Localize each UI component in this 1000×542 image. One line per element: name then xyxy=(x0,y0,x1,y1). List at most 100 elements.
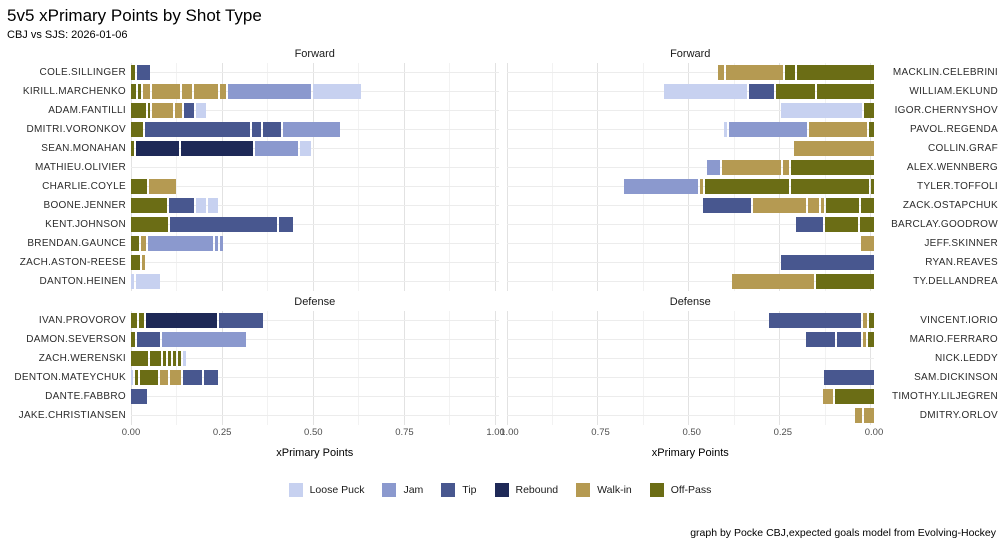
facet-panel-right xyxy=(506,120,874,140)
offpass-bar-segment xyxy=(131,141,134,157)
jam-bar-segment xyxy=(706,160,721,176)
jam-bar-segment xyxy=(729,122,807,138)
walkin-bar-segment xyxy=(699,179,703,195)
offpass-bar-segment xyxy=(704,179,789,195)
player-label: BOONE.JENNER xyxy=(43,200,126,212)
facet-panel-left xyxy=(131,349,499,369)
offpass-bar-segment xyxy=(149,351,162,367)
player-row: ZACH.WERENSKI NICK.LEDDY xyxy=(0,349,1000,369)
facet-panel-right xyxy=(506,387,874,407)
player-label: TIMOTHY.LILJEGREN xyxy=(891,391,998,403)
tip-bar-segment xyxy=(145,122,251,138)
tip-bar-segment xyxy=(702,198,752,214)
facet-gap xyxy=(499,387,507,406)
player-label: ADAM.FANTILLI xyxy=(48,105,126,117)
player-row: MATHIEU.OLIVIER ALEX.WENNBERG xyxy=(0,158,1000,178)
facet-gap xyxy=(499,234,507,253)
facet-panel-right xyxy=(506,139,874,159)
offpass-bar-segment xyxy=(163,351,167,367)
facet-panel-right xyxy=(506,368,874,388)
tip-bar-segment xyxy=(169,198,194,214)
rebound-bar-segment xyxy=(135,141,179,157)
x-axis-title-right: xPrimary Points xyxy=(651,447,729,460)
facet-panel-left xyxy=(131,330,499,350)
facet-panel-right xyxy=(506,272,874,292)
axis-tick-label: 0.50 xyxy=(682,427,701,439)
facet-panel-left xyxy=(131,368,499,388)
axis-tick-label: 0.00 xyxy=(864,427,884,439)
facet-header-row: Forward Forward xyxy=(0,46,1000,63)
axis-tick-label: 0.75 xyxy=(395,427,414,439)
player-label: JEFF.SKINNER xyxy=(924,238,998,250)
tip-bar-segment xyxy=(170,217,277,233)
walkin-bar-segment xyxy=(717,65,724,81)
offpass-bar-segment xyxy=(137,84,141,100)
offpass-bar-segment xyxy=(131,198,168,214)
offpass-bar-segment xyxy=(131,84,136,100)
walkin-bar-segment xyxy=(219,84,227,100)
axis-tick-label: 1.00 xyxy=(500,427,519,439)
loose-bar-segment xyxy=(195,198,206,214)
legend-label: Loose Puck xyxy=(309,484,365,497)
facet-gap xyxy=(499,101,507,120)
player-label: IGOR.CHERNYSHOV xyxy=(894,105,998,117)
player-row: JAKE.CHRISTIANSEN DMITRY.ORLOV xyxy=(0,406,1000,426)
player-row: ZACH.ASTON-REESE RYAN.REAVES xyxy=(0,253,1000,273)
facet-gap xyxy=(499,177,507,196)
offpass-bar-segment xyxy=(824,217,859,233)
offpass-bar-segment xyxy=(139,370,158,386)
player-label: SEAN.MONAHAN xyxy=(41,143,126,155)
jam-bar-segment xyxy=(215,236,218,252)
jam-bar-segment xyxy=(255,141,299,157)
offpass-bar-segment xyxy=(868,332,874,348)
axis-tick-label: 0.25 xyxy=(212,427,232,439)
player-label: IVAN.PROVOROV xyxy=(38,315,126,327)
walkin-bar-segment xyxy=(731,274,815,290)
jam-bar-segment xyxy=(623,179,698,195)
facet-panel-right xyxy=(506,82,874,102)
offpass-bar-segment xyxy=(131,255,140,271)
facet-panel-left xyxy=(131,406,499,426)
walkin-bar-segment xyxy=(174,103,182,119)
offpass-bar-segment xyxy=(131,122,144,138)
facet-header-right: Defense xyxy=(669,296,711,309)
jam-bar-segment xyxy=(148,236,213,252)
facet-panel-left xyxy=(131,272,499,292)
legend-item: Off-Pass xyxy=(649,483,711,498)
facet-panel-left xyxy=(131,196,499,216)
walkin-bar-segment xyxy=(193,84,218,100)
player-label: DAMON.SEVERSON xyxy=(26,334,126,346)
rebound-legend-swatch xyxy=(494,483,509,498)
facet-panel-right xyxy=(506,406,874,426)
jam-bar-segment xyxy=(283,122,341,138)
player-label: KIRILL.MARCHENKO xyxy=(22,86,126,98)
offpass-bar-segment xyxy=(869,122,874,138)
walkin-bar-segment xyxy=(169,370,181,386)
tip-bar-segment xyxy=(182,370,203,386)
loose-bar-segment xyxy=(135,274,161,290)
facet-gap xyxy=(499,406,507,425)
player-row: DENTON.MATEYCHUK SAM.DICKINSON xyxy=(0,368,1000,388)
facet-panel-left xyxy=(131,177,499,197)
offpass-bar-segment xyxy=(817,84,874,100)
legend-label: Jam xyxy=(403,484,424,497)
walkin-bar-segment xyxy=(863,313,868,329)
walkin-bar-segment xyxy=(141,255,145,271)
player-label: COLLIN.GRAF xyxy=(928,143,998,155)
player-row: CHARLIE.COYLE TYLER.TOFFOLI xyxy=(0,177,1000,197)
player-label: CHARLIE.COYLE xyxy=(42,181,126,193)
chart-subtitle: CBJ vs SJS: 2026-01-06 xyxy=(7,29,128,42)
loose-bar-segment xyxy=(300,141,311,157)
caption: graph by Pocke CBJ,expected goals model … xyxy=(690,527,996,539)
offpass-bar-segment xyxy=(816,274,874,290)
facet-gap xyxy=(499,253,507,272)
offpass-bar-segment xyxy=(131,236,139,252)
offpass-bar-segment xyxy=(790,160,874,176)
loose-bar-segment xyxy=(207,198,219,214)
facet-gap xyxy=(499,139,507,158)
facet-panel-left xyxy=(131,101,499,121)
walkin-bar-segment xyxy=(822,389,833,405)
walkin-bar-segment xyxy=(863,332,867,348)
facet-gap xyxy=(499,443,507,463)
player-label: NICK.LEDDY xyxy=(934,353,998,365)
